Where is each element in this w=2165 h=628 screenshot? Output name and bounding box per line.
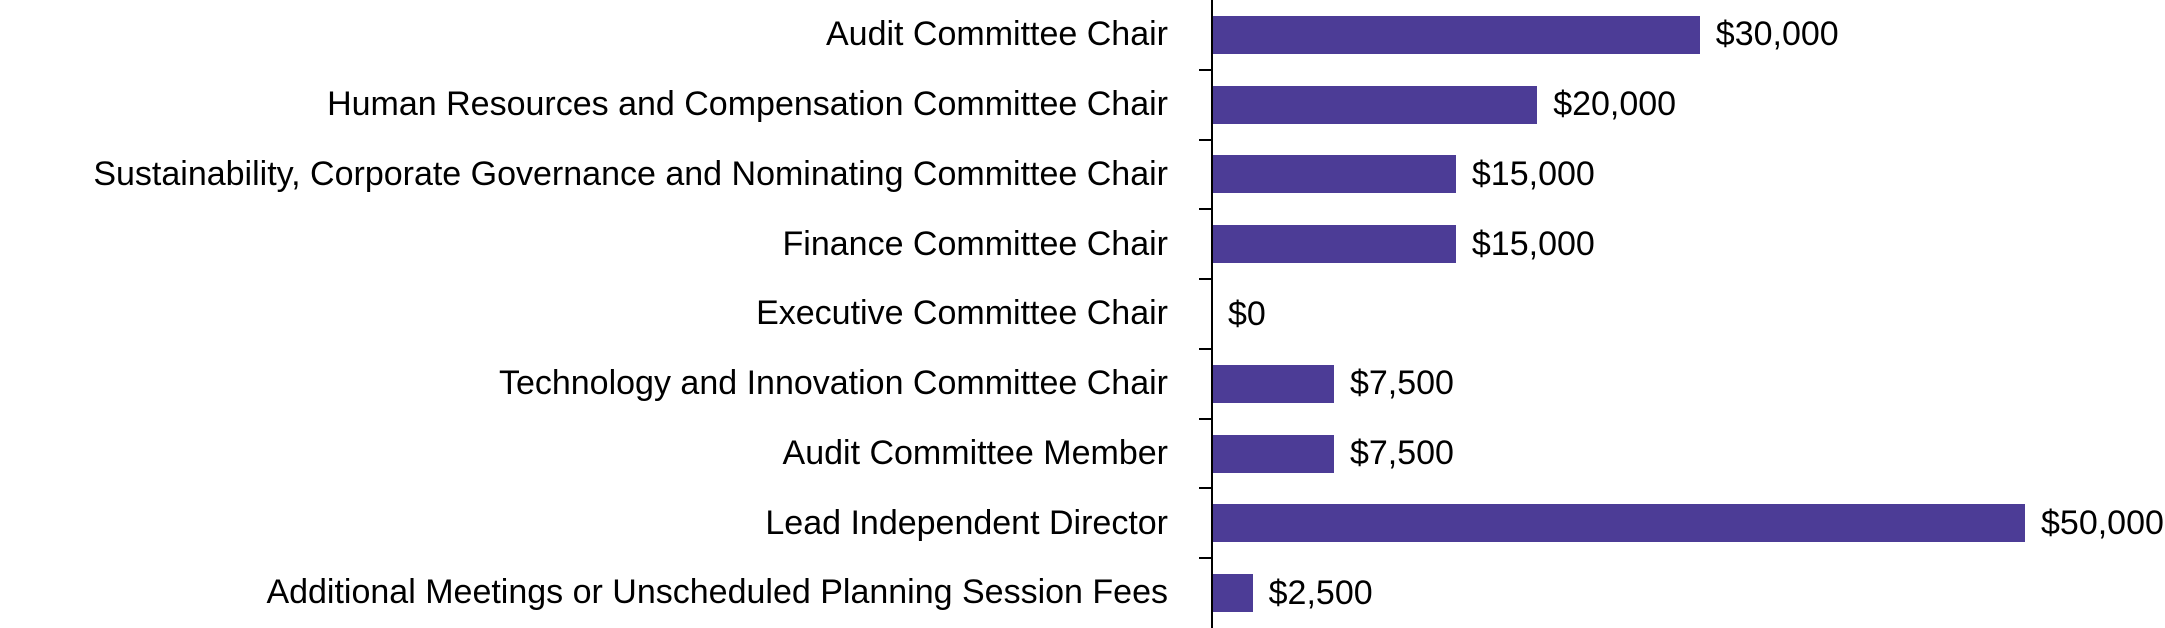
- category-label: Executive Committee Chair: [756, 294, 1168, 333]
- chart-row: Finance Committee Chair $15,000: [0, 209, 2165, 279]
- plot-area: $7,500: [1212, 419, 2165, 489]
- plot-area: $15,000: [1212, 140, 2165, 210]
- category-label: Additional Meetings or Unscheduled Plann…: [266, 573, 1168, 612]
- y-axis-line: [1211, 0, 1213, 628]
- axis-tick-mark: [1199, 487, 1212, 490]
- value-label: $7,500: [1349, 434, 1454, 473]
- axis-tick-mark: [1199, 278, 1212, 281]
- value-label: $15,000: [1471, 154, 1595, 193]
- value-label: $7,500: [1349, 364, 1454, 403]
- chart-row: Sustainability, Corporate Governance and…: [0, 140, 2165, 210]
- plot-area: $0: [1212, 279, 2165, 349]
- bar: [1212, 504, 2025, 543]
- plot-area: $15,000: [1212, 209, 2165, 279]
- chart-row: Additional Meetings or Unscheduled Plann…: [0, 558, 2165, 628]
- axis-tick-mark: [1199, 347, 1212, 350]
- value-label: $50,000: [2041, 503, 2164, 542]
- axis-tick-mark: [1199, 417, 1212, 420]
- axis-tick-mark: [1199, 138, 1212, 141]
- chart-row: Audit Committee Chair $30,000: [0, 0, 2165, 70]
- category-label: Sustainability, Corporate Governance and…: [93, 154, 1168, 193]
- category-label: Human Resources and Compensation Committ…: [327, 84, 1168, 123]
- chart-row: Audit Committee Member $7,500: [0, 419, 2165, 489]
- bar: [1212, 225, 1456, 264]
- category-label: Lead Independent Director: [765, 503, 1168, 542]
- category-label: Technology and Innovation Committee Chai…: [498, 364, 1168, 403]
- bar: [1212, 434, 1334, 473]
- bar: [1212, 574, 1253, 613]
- bar: [1212, 364, 1334, 403]
- category-label: Audit Committee Member: [782, 433, 1168, 472]
- chart-row: Human Resources and Compensation Committ…: [0, 70, 2165, 140]
- plot-area: $7,500: [1212, 349, 2165, 419]
- axis-tick-mark: [1199, 208, 1212, 211]
- value-label: $2,500: [1268, 573, 1373, 612]
- plot-area: $50,000: [1212, 488, 2165, 558]
- chart-row: Technology and Innovation Committee Chai…: [0, 349, 2165, 419]
- bar: [1212, 15, 1700, 54]
- value-label: $15,000: [1471, 224, 1595, 263]
- axis-tick-mark: [1199, 557, 1212, 560]
- plot-area: $30,000: [1212, 0, 2165, 70]
- chart-row: Executive Committee Chair $0: [0, 279, 2165, 349]
- chart-row: Lead Independent Director $50,000: [0, 488, 2165, 558]
- bar: [1212, 155, 1456, 194]
- value-label: $20,000: [1553, 85, 1677, 124]
- plot-area: $20,000: [1212, 70, 2165, 140]
- category-label: Audit Committee Chair: [825, 15, 1168, 54]
- category-label: Finance Committee Chair: [782, 224, 1168, 263]
- axis-tick-mark: [1199, 68, 1212, 71]
- value-label: $30,000: [1715, 15, 1839, 54]
- bar: [1212, 85, 1538, 124]
- plot-area: $2,500: [1212, 558, 2165, 628]
- value-label: $0: [1228, 294, 1266, 333]
